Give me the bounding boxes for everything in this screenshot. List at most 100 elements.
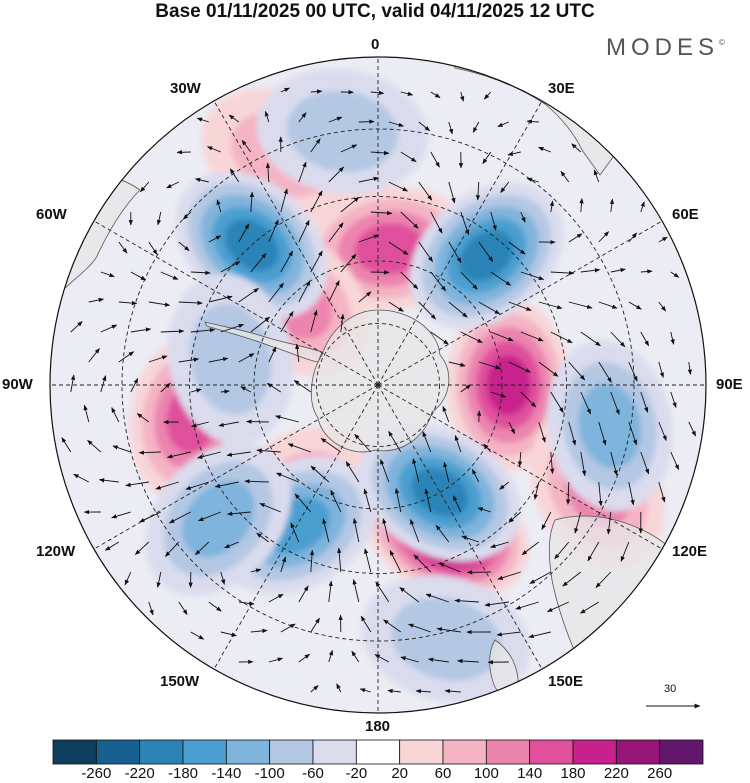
wind-vector <box>593 169 600 183</box>
wind-vector <box>554 541 570 560</box>
wind-vector <box>658 361 664 379</box>
wind-vector <box>298 653 311 663</box>
wind-vector <box>328 222 344 243</box>
colorbar-tick-label: 100 <box>473 765 499 782</box>
wind-vector <box>130 271 147 281</box>
wind-vector <box>568 233 583 243</box>
longitude-label-30e: 30E <box>548 80 575 97</box>
wind-vector <box>383 619 402 633</box>
wind-vector <box>413 554 432 573</box>
wind-vector <box>280 188 288 213</box>
colorbar-swatch <box>182 739 227 765</box>
meridian-line <box>377 384 663 550</box>
wind-vector <box>298 585 309 603</box>
wind-vector <box>118 351 135 363</box>
wind-vector <box>529 571 552 584</box>
wind-vector <box>238 287 259 303</box>
wind-vector <box>399 587 420 603</box>
wind-vector <box>280 310 294 333</box>
wind-vector <box>268 282 284 303</box>
wind-vector <box>220 389 230 394</box>
wind-vector <box>156 211 162 226</box>
wind-vector <box>490 331 514 342</box>
colorbar-swatch <box>485 739 531 765</box>
wind-vector <box>226 451 251 457</box>
brand-text: MODES <box>606 34 720 61</box>
wind-vector <box>400 151 417 163</box>
wind-vector <box>521 541 540 556</box>
wind-vector <box>309 549 315 573</box>
wind-vector <box>124 571 132 586</box>
antarctica <box>311 309 450 453</box>
wind-vector <box>640 331 650 347</box>
longitude-label-90e: 90E <box>716 376 743 393</box>
wind-vector <box>388 430 402 453</box>
wind-vector <box>508 421 516 435</box>
longitude-label-0: 0 <box>371 36 380 53</box>
wind-vector <box>658 421 667 442</box>
colorbar-swatch <box>355 739 401 765</box>
wind-vector <box>280 556 287 573</box>
wind-vector <box>382 518 390 543</box>
wind-vector <box>500 181 510 194</box>
wind-vector <box>196 117 209 123</box>
wind-vector <box>499 481 510 490</box>
wind-vector <box>388 121 405 127</box>
longitude-label-180: 180 <box>365 718 391 735</box>
colorbar-tick-label: 20 <box>391 765 408 782</box>
wind-vector <box>571 143 582 153</box>
meridian-line <box>377 384 543 670</box>
wind-vector <box>340 253 357 273</box>
wind-vector <box>640 391 649 413</box>
wind-vector <box>610 268 626 273</box>
wind-vector <box>358 291 372 303</box>
wind-vector <box>228 114 240 123</box>
wind-vector <box>497 571 521 580</box>
wind-vector <box>73 473 90 483</box>
wind-vector <box>533 481 540 500</box>
wind-vector <box>352 579 360 603</box>
wind-vector <box>280 87 290 93</box>
wind-vector <box>541 511 552 531</box>
wind-vector <box>460 384 472 393</box>
wind-vector <box>246 419 269 424</box>
wind-vector <box>206 146 221 153</box>
wind-vector <box>352 517 360 543</box>
wind-vector <box>218 421 239 427</box>
wind-vector <box>250 628 268 634</box>
wind-vector <box>354 433 372 453</box>
wind-vector <box>148 601 154 616</box>
wind-vector <box>328 649 334 663</box>
colorbar-tick-label: -20 <box>345 765 368 782</box>
wind-vector <box>610 451 618 476</box>
wind-vector <box>546 601 569 613</box>
wind-vector <box>580 391 592 415</box>
wind-vector <box>380 458 390 483</box>
wind-vector <box>328 580 333 603</box>
wind-vector <box>190 421 209 428</box>
wind-vector <box>220 571 226 585</box>
wind-vector <box>461 535 479 543</box>
wind-vector <box>549 451 555 475</box>
wind-vector <box>471 468 480 483</box>
wind-vector <box>208 357 229 363</box>
colorbar-tick-label: -180 <box>167 765 199 782</box>
longitude-label-150w: 150W <box>160 673 200 690</box>
negative-anomaly-southwest-indian <box>409 182 564 329</box>
wind-vector <box>430 91 441 99</box>
wind-vector <box>606 511 612 535</box>
wind-vector <box>148 241 158 255</box>
wind-vector <box>140 181 150 193</box>
wind-vector <box>197 451 221 459</box>
wind-vector <box>477 507 491 513</box>
wind-vector <box>443 461 450 483</box>
meridian-line <box>213 100 379 386</box>
wind-vector <box>442 405 450 423</box>
wind-vector <box>549 200 554 213</box>
wind-vector <box>208 601 222 612</box>
wind-vector <box>538 361 559 377</box>
wind-vector <box>448 301 468 318</box>
wind-vector <box>268 657 284 663</box>
wind-vector <box>658 481 666 503</box>
wind-vector <box>400 211 419 229</box>
